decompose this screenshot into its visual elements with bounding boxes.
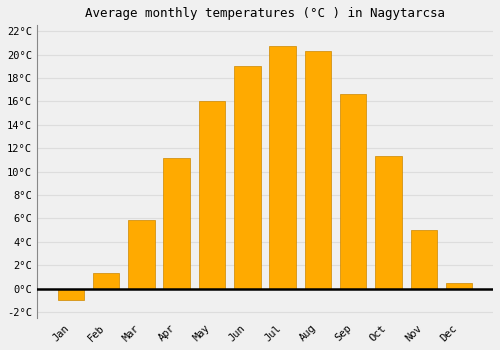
Bar bbox=[340, 94, 366, 289]
Bar bbox=[93, 273, 120, 289]
Bar bbox=[410, 230, 437, 289]
Bar bbox=[270, 46, 296, 289]
Bar bbox=[446, 283, 472, 289]
Bar bbox=[304, 51, 331, 289]
Bar bbox=[164, 158, 190, 289]
Bar bbox=[234, 66, 260, 289]
Bar bbox=[375, 156, 402, 289]
Bar bbox=[128, 219, 154, 289]
Title: Average monthly temperatures (°C ) in Nagytarcsa: Average monthly temperatures (°C ) in Na… bbox=[85, 7, 445, 20]
Bar bbox=[58, 289, 84, 300]
Bar bbox=[198, 102, 225, 289]
